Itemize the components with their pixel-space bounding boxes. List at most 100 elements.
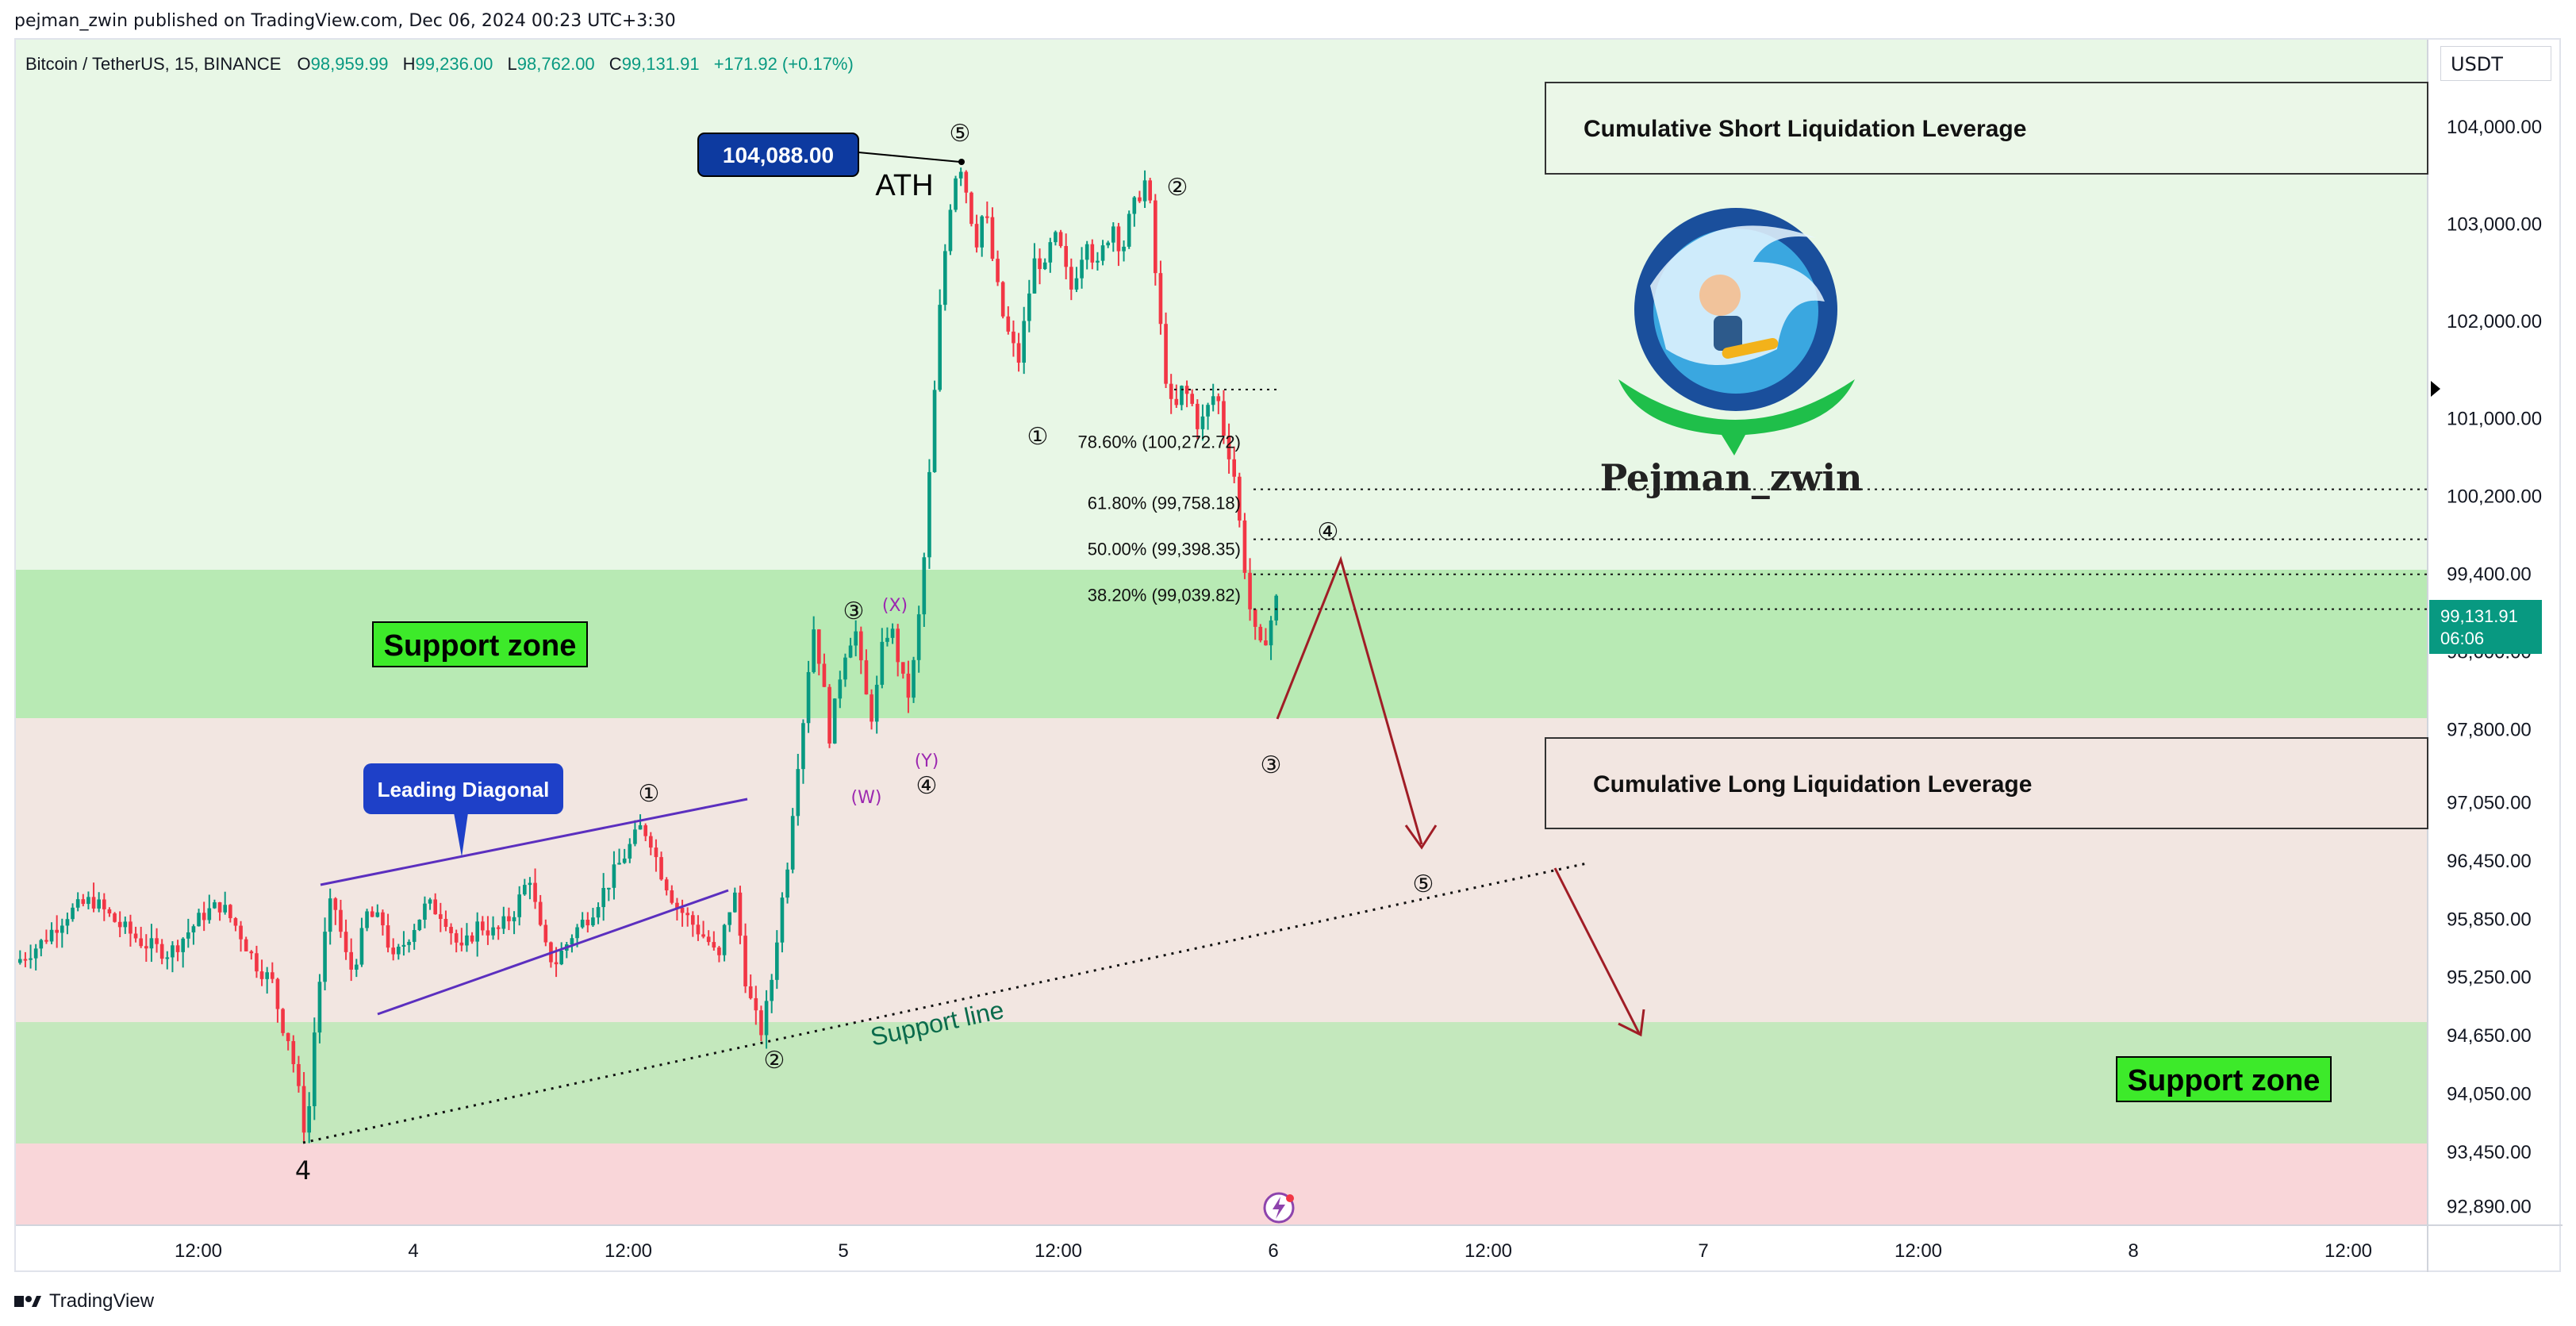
- leading-diagonal-box: [363, 763, 563, 814]
- time-tick-4: 12:00: [1035, 1240, 1082, 1262]
- ath-label: ATH: [875, 169, 933, 202]
- price-tick-15: 92,890.00: [2447, 1197, 2532, 1218]
- fib-label-0: 78.60% (100,272.72): [1078, 432, 1242, 452]
- candle-body: [1022, 321, 1027, 363]
- candle-body: [129, 921, 132, 934]
- wave-y: (Y): [915, 751, 939, 771]
- candle-body: [848, 645, 853, 658]
- candle-body: [149, 938, 154, 949]
- candle-body: [990, 217, 995, 259]
- candle-body: [86, 897, 90, 905]
- currency-selector[interactable]: USDT: [2440, 46, 2551, 81]
- elliott-wave-labels: ⑤ ② ① ③ (X) (Y) (W) ④ ① ② ③ ④ ⑤ 4: [295, 120, 1434, 1186]
- fib-label-1: 61.80% (99,758.18): [1088, 494, 1241, 513]
- time-tick-3: 5: [838, 1240, 848, 1262]
- candle-body: [754, 997, 758, 1011]
- short-liquidation-label: Cumulative Short Liquidation Leverage: [1584, 116, 2026, 142]
- candle-body: [801, 723, 805, 770]
- footer: TradingView: [14, 1286, 154, 1317]
- candle-body: [386, 925, 390, 948]
- candle-body: [1164, 324, 1168, 384]
- candle-body: [507, 916, 511, 921]
- leading-diagonal-label: Leading Diagonal: [378, 778, 550, 801]
- candle-body: [900, 662, 905, 674]
- wave-5-ath: ⑤: [950, 120, 971, 148]
- bg-band-bottom: [16, 1143, 2428, 1225]
- candle-body: [585, 919, 590, 926]
- candle-body: [1127, 213, 1131, 247]
- candle-body: [1138, 197, 1142, 202]
- price-tick-5: 99,400.00: [2447, 564, 2532, 586]
- price-tick-2: 102,000.00: [2447, 311, 2542, 332]
- last-price-tag: [2429, 600, 2542, 654]
- candle-body: [774, 942, 779, 980]
- candle-body: [922, 557, 927, 615]
- candle-body: [1058, 232, 1063, 247]
- candle-body: [1006, 316, 1011, 332]
- candle-body: [33, 948, 38, 959]
- candle-body: [501, 916, 506, 929]
- candle-body: [1180, 386, 1184, 405]
- candle-body: [648, 836, 653, 848]
- candle-body: [1096, 260, 1100, 263]
- candle-body: [1027, 293, 1031, 321]
- candle-body: [748, 986, 753, 998]
- time-tick-6: 12:00: [1465, 1240, 1512, 1262]
- diagonal-upper-line: [320, 798, 748, 886]
- candle-body: [23, 959, 28, 961]
- candle-body: [1100, 245, 1105, 261]
- price-tick-7: 97,800.00: [2447, 719, 2532, 740]
- candle-body: [927, 471, 931, 558]
- time-tick-0: 12:00: [175, 1240, 222, 1262]
- candle-body: [617, 863, 621, 865]
- candle-body: [443, 918, 448, 928]
- symbol-header: Bitcoin / TetherUS, 15, BINANCE O98,959.…: [25, 54, 854, 74]
- candle-body: [475, 921, 480, 942]
- time-tick-7: 7: [1698, 1240, 1708, 1262]
- candle-body: [423, 903, 427, 921]
- candle-body: [438, 914, 443, 919]
- candle-body: [1242, 520, 1247, 573]
- candle-body: [344, 932, 348, 952]
- candle-body: [159, 944, 164, 959]
- candle-body: [948, 209, 953, 252]
- candle-body: [685, 913, 690, 916]
- ath-price-label: 104,088.00: [723, 143, 834, 167]
- candle-body: [202, 913, 206, 921]
- candle-body: [654, 847, 658, 858]
- candle-body: [570, 938, 574, 945]
- price-tick-12: 94,650.00: [2447, 1025, 2532, 1047]
- support-zone-label-2: Support zone: [2128, 1064, 2321, 1097]
- candle-body: [717, 947, 721, 955]
- candle-body: [81, 899, 86, 905]
- candle-body: [538, 901, 543, 925]
- candle-body: [65, 919, 70, 926]
- candle-body: [1274, 595, 1279, 621]
- candle-body: [912, 659, 916, 698]
- candle-body: [55, 929, 60, 933]
- right-edge-marker: [2431, 381, 2440, 397]
- candle-body: [244, 939, 248, 951]
- candle-body: [543, 924, 548, 943]
- support-zone-label-1: Support zone: [384, 629, 577, 663]
- lightning-icon[interactable]: [1263, 1192, 1295, 1224]
- candle-body: [107, 909, 112, 914]
- symbol-name: Bitcoin / TetherUS, 15, BINANCE: [25, 54, 281, 74]
- candle-body: [727, 912, 732, 925]
- wave-3-mid: ③: [843, 598, 865, 625]
- candle-body: [612, 864, 616, 888]
- candle-body: [323, 932, 327, 982]
- candle-body: [1184, 386, 1189, 394]
- last-price-value: 99,131.91: [2440, 606, 2518, 626]
- ath-point: [958, 159, 965, 165]
- candle-body: [1216, 396, 1221, 402]
- candle-body: [690, 915, 695, 925]
- chart-frame[interactable]: [14, 38, 2561, 1272]
- wave-3-low: ③: [1261, 751, 1282, 779]
- projection-path: [1276, 555, 1645, 1037]
- short-liquidation-box: [1545, 82, 2428, 175]
- time-tick-10: 12:00: [2325, 1240, 2372, 1262]
- candle-body: [712, 942, 716, 948]
- candle-body: [980, 216, 985, 248]
